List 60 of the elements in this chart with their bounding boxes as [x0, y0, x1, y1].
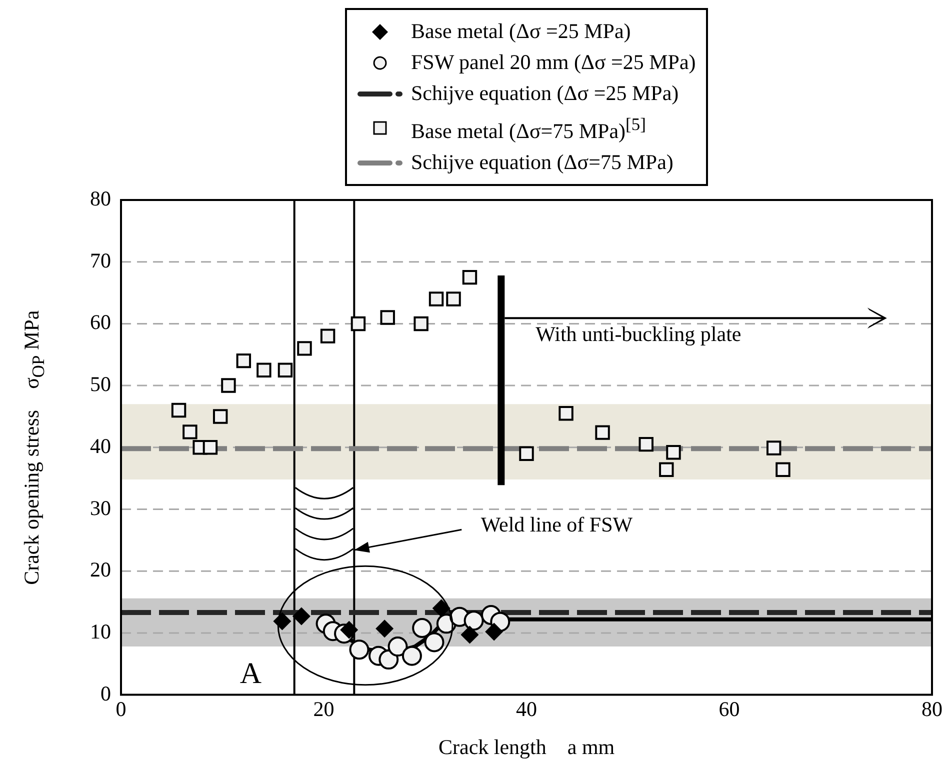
point [236, 353, 252, 368]
point [278, 362, 293, 378]
point [776, 462, 790, 478]
annotation: With unti-buckling plate [536, 322, 742, 346]
y-tick-label: 70 [90, 248, 111, 272]
x-tick-label: 80 [922, 696, 942, 721]
point [412, 618, 432, 638]
point [462, 270, 478, 285]
legend-label: Base metal (Δσ =25 MPa) [411, 18, 631, 45]
point [182, 424, 198, 440]
x-tick-label: 40 [516, 696, 537, 721]
x-tick-label: 0 [116, 696, 126, 721]
point [350, 316, 366, 332]
legend-label: Schijve equation (Δσ=75 MPa) [411, 149, 674, 176]
point [292, 607, 310, 626]
point [766, 440, 782, 456]
point [376, 620, 394, 638]
point [519, 446, 534, 461]
point [460, 626, 479, 644]
x-axis-title: Crack length a mm [438, 734, 615, 761]
point [340, 620, 358, 639]
point [424, 632, 444, 652]
point [595, 425, 610, 440]
y-tick-label: 30 [90, 496, 111, 520]
x-tick-label: 60 [718, 696, 740, 721]
point [428, 292, 444, 306]
legend-label: Base metal (Δσ=75 MPa)$^{[5]}$ [411, 113, 646, 145]
point [202, 440, 218, 455]
point [378, 650, 399, 670]
point [221, 378, 236, 393]
annotation: A [240, 656, 262, 690]
point [558, 406, 574, 421]
y-tick-label: 0 [100, 681, 111, 706]
y-tick-label: 50 [90, 372, 111, 396]
point [446, 292, 461, 306]
y-tick-label: 80 [90, 186, 111, 211]
point [380, 310, 395, 325]
point [414, 316, 428, 332]
point [432, 599, 450, 618]
point [171, 402, 186, 418]
x-tick-label: 20 [313, 696, 334, 721]
y-tick-label: 10 [90, 619, 111, 644]
point [320, 328, 336, 344]
point [666, 444, 681, 460]
y-tick-label: 60 [90, 310, 111, 334]
point [349, 640, 370, 660]
point [464, 610, 484, 631]
y-tick-label: 20 [90, 558, 111, 582]
point [212, 409, 228, 424]
y-tick-label: 40 [90, 434, 111, 458]
legend-label: FSW panel 20 mm (Δσ =25 MPa) [411, 49, 696, 76]
point [388, 636, 408, 657]
point [297, 341, 312, 356]
point [256, 362, 272, 378]
point [638, 436, 654, 452]
legend-label: Schijve equation (Δσ =25 MPa) [411, 80, 679, 107]
annotation: Weld line of FSW [480, 512, 633, 536]
point [402, 646, 422, 666]
point [659, 462, 674, 478]
point [485, 622, 504, 641]
